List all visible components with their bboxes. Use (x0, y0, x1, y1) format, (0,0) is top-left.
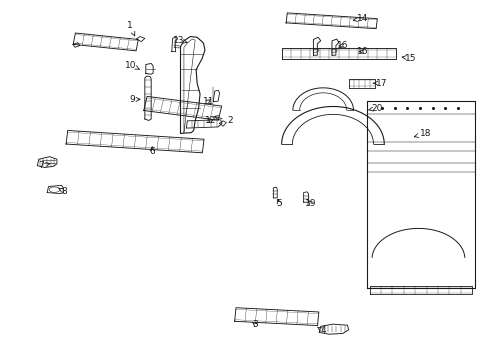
Text: 10: 10 (125, 61, 140, 70)
Text: 11: 11 (202, 96, 214, 105)
Text: 18: 18 (415, 129, 432, 138)
Text: 7: 7 (38, 161, 50, 170)
Text: 16: 16 (357, 47, 368, 56)
Text: 2: 2 (215, 116, 233, 125)
Text: 9: 9 (130, 95, 140, 104)
Text: 12: 12 (205, 116, 217, 125)
Text: 6: 6 (149, 147, 155, 156)
Text: 16: 16 (337, 41, 348, 50)
Text: 19: 19 (305, 199, 317, 208)
Text: 8: 8 (58, 187, 67, 196)
Text: 13: 13 (173, 36, 188, 45)
Text: 20: 20 (368, 104, 383, 113)
Text: 4: 4 (318, 326, 326, 335)
Text: 1: 1 (127, 21, 135, 36)
Text: 14: 14 (353, 14, 368, 23)
Text: 5: 5 (276, 199, 282, 208)
Text: 3: 3 (252, 320, 258, 329)
Text: 17: 17 (373, 79, 388, 88)
Text: 15: 15 (402, 54, 417, 63)
